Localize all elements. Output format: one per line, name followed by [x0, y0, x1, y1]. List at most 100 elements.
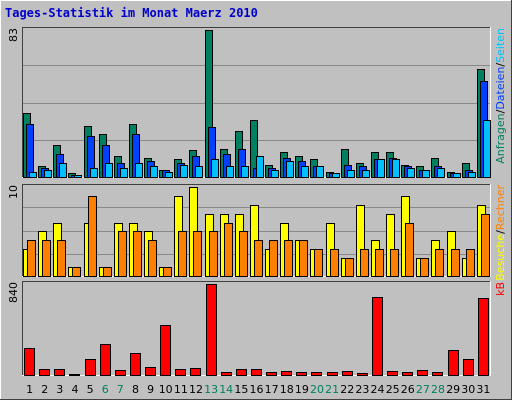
bar-rechner-day-18 [284, 240, 293, 277]
day-labels: 1 2 3 4 5 6 7 8 9 10 11 12 13 14 15 16 17 18 19 20 21 22 23 24 2… [26, 383, 490, 396]
x-tick-label-day-4: 4 [72, 383, 79, 396]
bar-seiten-day-26 [407, 168, 415, 178]
bar-rechner-day-7 [118, 231, 127, 277]
bar-rechner-day-30 [466, 249, 475, 277]
legend-entry: / [494, 109, 507, 113]
bar-seiten-day-17 [271, 170, 279, 178]
x-tick-label-day-12: 12 [189, 383, 203, 396]
bar-seiten-day-28 [437, 168, 445, 178]
bar-seiten-day-7 [120, 168, 128, 178]
bar-kb-day-22 [342, 371, 353, 376]
bar-kb-day-5 [85, 359, 96, 376]
x-tick-label-day-19: 19 [295, 383, 309, 396]
legend-entry: Seiten [494, 28, 507, 63]
bar-rechner-day-17 [269, 240, 278, 277]
bar-seiten-day-31 [483, 120, 491, 178]
x-tick-label-day-7: 7 [117, 383, 124, 396]
bar-seiten-day-21 [332, 173, 340, 178]
chart-title: Tages-Statistik im Monat Maerz 2010 [5, 6, 258, 20]
bar-kb-day-2 [39, 369, 50, 376]
x-tick-label-day-9: 9 [147, 383, 154, 396]
bar-kb-day-14 [221, 372, 232, 376]
bar-seiten-day-22 [347, 170, 355, 178]
bar-rechner-day-31 [481, 214, 490, 277]
x-tick-label-day-21: 21 [325, 383, 339, 396]
series-side-legend: Anfragen/Dateien/Seiten [494, 28, 507, 164]
x-tick-label-day-13: 13 [204, 383, 218, 396]
bar-rechner-day-24 [375, 249, 384, 277]
bar-seiten-day-3 [59, 163, 67, 178]
x-tick-label-day-26: 26 [401, 383, 415, 396]
x-tick-label-day-11: 11 [174, 383, 188, 396]
bar-kb-day-26 [402, 372, 413, 376]
bar-rechner-day-8 [133, 231, 142, 277]
bar-seiten-day-24 [377, 159, 385, 178]
bar-seiten-day-25 [392, 159, 400, 178]
bar-kb-day-16 [251, 369, 262, 376]
bar-seiten-day-9 [150, 166, 158, 178]
legend-entry: Rechner [494, 185, 507, 231]
bar-kb-day-13 [206, 284, 217, 376]
bar-seiten-day-27 [422, 170, 430, 178]
bar-seiten-day-2 [44, 170, 52, 178]
x-tick-label-day-27: 27 [416, 383, 430, 396]
bar-rechner-day-19 [299, 240, 308, 277]
bar-seiten-day-23 [362, 170, 370, 178]
bar-rechner-day-29 [451, 249, 460, 277]
bar-kb-day-23 [357, 373, 368, 376]
series-side-legend: Besuche/Rechner [494, 185, 507, 281]
bar-rechner-day-22 [345, 258, 354, 277]
bar-kb-day-12 [190, 368, 201, 376]
bar-kb-day-8 [130, 353, 141, 376]
bar-rechner-day-10 [163, 267, 172, 277]
x-tick-label-day-8: 8 [132, 383, 139, 396]
bar-rechner-day-3 [57, 240, 66, 277]
bar-rechner-day-5 [88, 196, 97, 277]
bar-seiten-day-14 [226, 166, 234, 178]
x-tick-label-day-6: 6 [102, 383, 109, 396]
x-tick-label-day-14: 14 [219, 383, 233, 396]
bar-seiten-day-1 [29, 172, 37, 178]
bar-kb-day-20 [311, 372, 322, 376]
y-axis-max-label: 10 [7, 185, 20, 199]
bar-seiten-day-12 [195, 166, 203, 178]
bar-kb-day-25 [387, 371, 398, 376]
x-tick-label-day-22: 22 [340, 383, 354, 396]
x-tick-label-day-1: 1 [26, 383, 33, 396]
bar-dateien-day-1 [26, 124, 34, 178]
kbytes-panel: 840 kB [7, 281, 507, 376]
bar-kb-day-6 [100, 344, 111, 376]
bar-kb-day-10 [160, 325, 171, 376]
y-axis-max-label: 840 [7, 282, 20, 303]
bar-seiten-day-10 [165, 172, 173, 178]
bar-seiten-day-11 [180, 165, 188, 178]
bar-seiten-day-18 [286, 161, 294, 178]
x-tick-label-day-24: 24 [371, 383, 385, 396]
legend-entry: kB [494, 282, 507, 296]
bar-seiten-day-30 [468, 172, 476, 178]
bar-kb-day-18 [281, 371, 292, 376]
bar-kb-day-19 [296, 372, 307, 376]
bar-rechner-day-16 [254, 240, 263, 277]
bar-seiten-day-16 [256, 156, 264, 178]
bar-rechner-day-4 [72, 267, 81, 277]
bar-rechner-day-15 [239, 231, 248, 277]
x-tick-label-day-31: 31 [476, 383, 490, 396]
x-tick-label-day-3: 3 [56, 383, 63, 396]
bar-kb-day-24 [372, 297, 383, 376]
bar-seiten-day-6 [105, 163, 113, 178]
bar-kb-day-15 [236, 369, 247, 376]
bar-rechner-day-21 [330, 249, 339, 277]
bar-rechner-day-27 [420, 258, 429, 277]
bar-rechner-day-26 [405, 223, 414, 277]
bar-seiten-day-4 [74, 175, 82, 178]
x-tick-label-day-23: 23 [355, 383, 369, 396]
bar-kb-day-11 [175, 369, 186, 376]
bar-rechner-day-12 [193, 231, 202, 277]
bar-rechner-day-28 [435, 249, 444, 277]
bar-kb-day-29 [448, 350, 459, 376]
bar-kb-day-4 [69, 374, 80, 376]
bar-seiten-day-20 [316, 166, 324, 178]
